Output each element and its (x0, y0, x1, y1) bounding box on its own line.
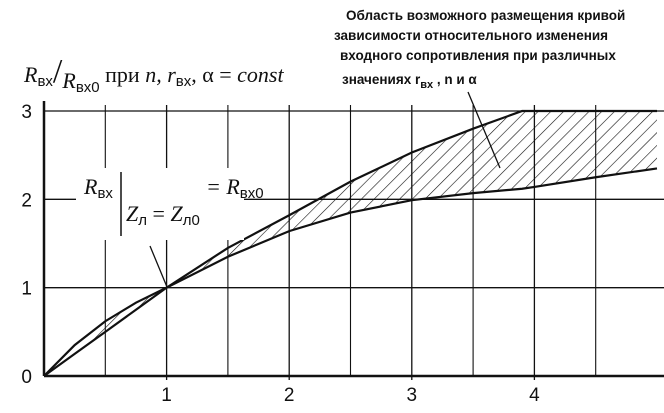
note-line: входного сопротивления при различных (340, 48, 616, 63)
x-tick-label: 4 (529, 385, 540, 406)
label-part: л (138, 212, 147, 229)
svg-text:Zл = Zл0: Zл = Zл0 (126, 201, 200, 229)
leader-line (467, 91, 501, 169)
label-part: Z (126, 201, 139, 226)
x-tick-label: 2 (284, 385, 295, 406)
svg-text:= Rвх0: = Rвх0 (206, 174, 264, 202)
note: Область возможного размещения кривой зав… (334, 8, 625, 169)
svg-text:Rвх: Rвх (83, 174, 113, 202)
note-part: , n и α (433, 72, 477, 87)
y-tick-label: 0 (21, 367, 32, 388)
label-part: вх0 (240, 185, 264, 202)
note-part: значениях r (342, 72, 421, 87)
y-tick-label: 3 (21, 102, 32, 123)
label-part: R (83, 174, 98, 199)
y-tick-label: 2 (21, 190, 32, 211)
note-part: вх (420, 79, 434, 91)
point-label: Rвх Zл = Zл0 = Rвх0 (76, 168, 264, 288)
x-tick-label: 1 (161, 385, 172, 406)
boundary-curve (43, 167, 658, 377)
x-tick-label: 3 (407, 385, 418, 406)
label-part: = R (206, 174, 240, 199)
y-axis-label: Rвх/Rвх0 при n, rвх, α = const (23, 53, 284, 96)
label-part: вх (97, 185, 113, 202)
y-tick-label: 1 (21, 279, 32, 300)
svg-text:значениях rвх , n и α: значениях rвх , n и α (342, 72, 477, 91)
note-line: зависимости относительного изменения (334, 28, 608, 43)
label-part: Z (170, 201, 183, 226)
boundary-curve (43, 109, 657, 377)
label-part: л0 (183, 212, 200, 229)
note-line: Область возможного размещения кривой (346, 8, 625, 23)
leader-line (149, 245, 168, 288)
label-background (76, 168, 244, 240)
hatched-region (44, 111, 657, 376)
label-part: = (147, 201, 170, 226)
